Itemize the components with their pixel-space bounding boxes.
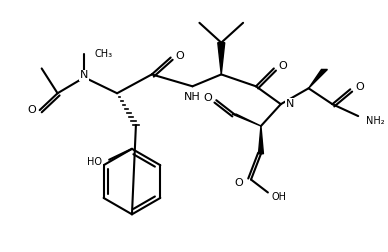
Text: NH: NH [184,92,201,102]
Text: N: N [80,70,88,80]
Text: O: O [234,178,243,187]
Text: O: O [204,93,212,103]
Text: O: O [176,51,184,60]
Text: OH: OH [272,193,287,202]
Polygon shape [232,114,261,126]
Polygon shape [258,126,263,154]
Text: O: O [279,61,288,72]
Text: O: O [355,82,364,92]
Polygon shape [218,43,225,74]
Text: N: N [286,99,294,109]
Polygon shape [308,70,327,88]
Text: O: O [27,105,36,115]
Text: NH₂: NH₂ [366,116,385,126]
Text: CH₃: CH₃ [94,49,113,58]
Text: HO: HO [87,157,102,167]
